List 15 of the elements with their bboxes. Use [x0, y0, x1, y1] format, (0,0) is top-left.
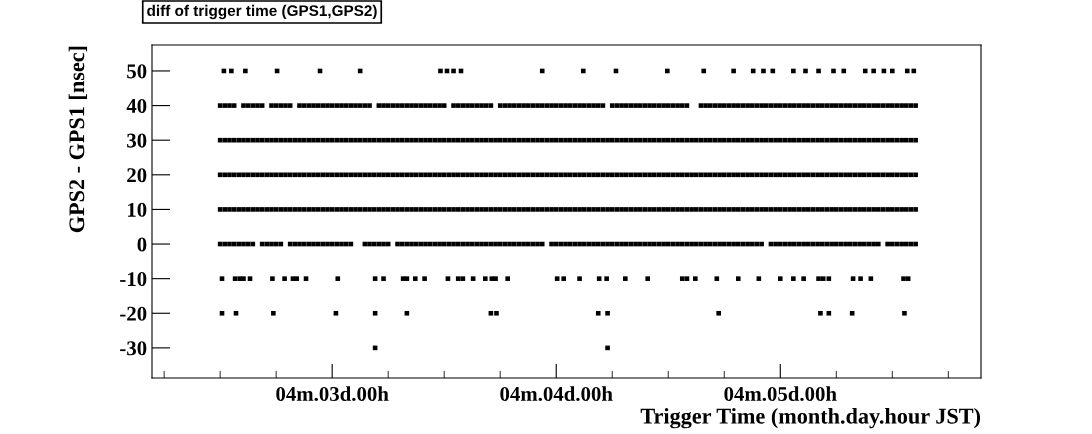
y-tick-label: 30 — [127, 133, 147, 148]
x-tick-label: 04m.03d.00h — [276, 386, 389, 402]
y-tick-label: -20 — [120, 306, 147, 321]
x-tick-label: 04m.05d.00h — [724, 386, 837, 402]
x-axis-title: Trigger Time (month.day.hour JST) — [640, 408, 981, 429]
y-tick-label: 50 — [127, 64, 147, 79]
y-axis-title: GPS2 - GPS1 [nsec] — [68, 46, 88, 233]
y-tick-label: 10 — [127, 202, 147, 217]
y-tick-label: 20 — [127, 168, 147, 183]
y-tick-label: -30 — [120, 341, 147, 356]
chart-title: diff of trigger time (GPS1,GPS2) — [147, 4, 377, 20]
y-tick-label: 40 — [126, 98, 147, 114]
y-tick-label: 0 — [137, 237, 147, 252]
y-tick-label: -10 — [120, 272, 147, 287]
x-tick-label: 04m.04d.00h — [500, 386, 613, 402]
